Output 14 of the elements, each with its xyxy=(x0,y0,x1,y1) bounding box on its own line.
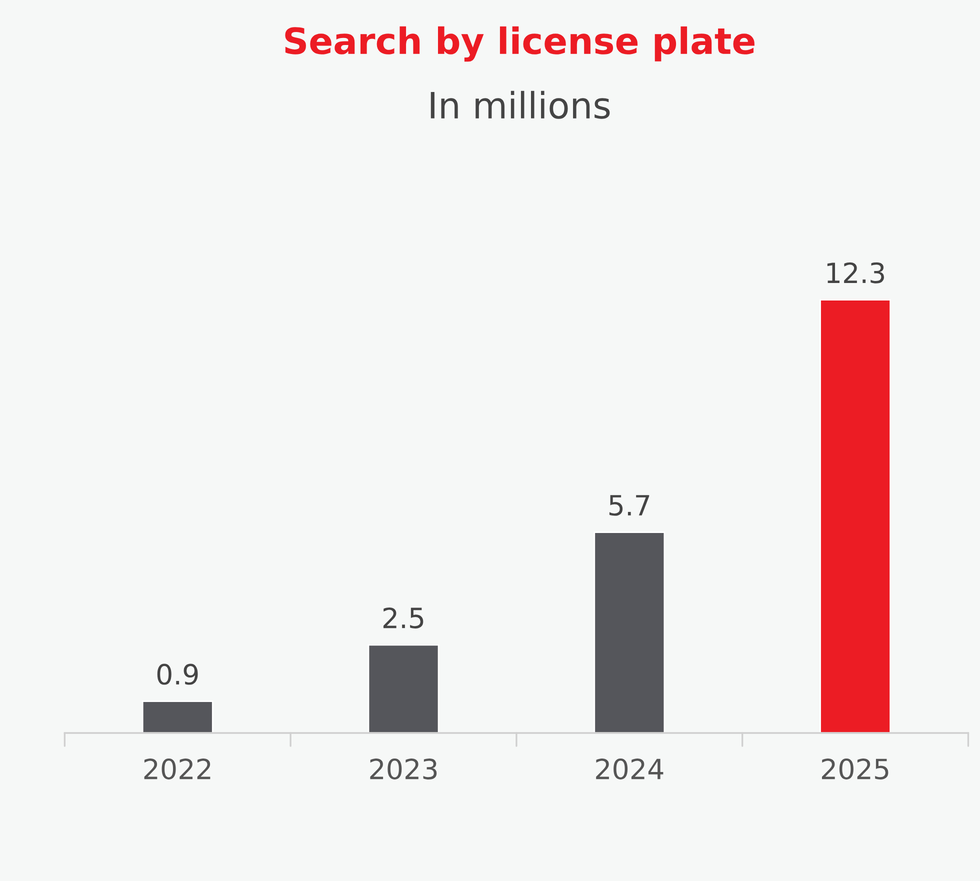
data-label: 0.9 xyxy=(157,664,198,685)
data-label: 5.7 xyxy=(609,495,650,516)
x-tick-label: 2023 xyxy=(370,758,437,780)
x-tick-label: 2025 xyxy=(822,758,888,780)
bar xyxy=(142,700,214,733)
data-label: 2.5 xyxy=(383,607,424,628)
x-tick-label: 2022 xyxy=(144,758,210,780)
chart-title: Search by license plate xyxy=(285,26,754,62)
bar xyxy=(820,299,892,733)
data-label: 12.3 xyxy=(827,262,884,284)
chart-subtitle: In millions xyxy=(430,90,610,119)
bar xyxy=(594,532,666,733)
x-tick-label: 2024 xyxy=(596,758,664,780)
bar xyxy=(368,644,440,733)
